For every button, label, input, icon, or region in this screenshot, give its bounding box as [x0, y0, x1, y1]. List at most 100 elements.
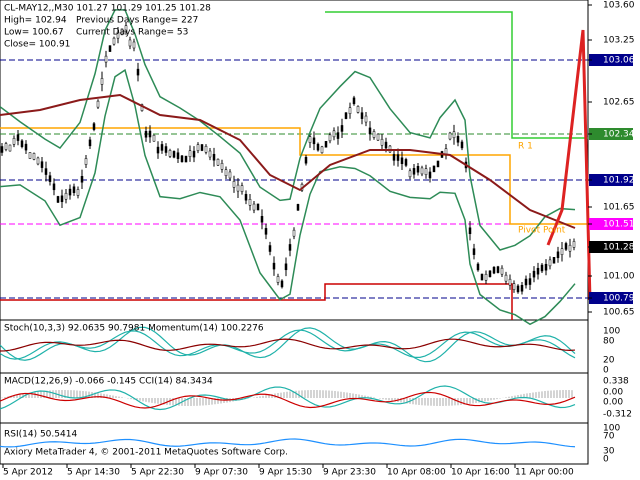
candle-body — [176, 152, 180, 159]
candle-body — [152, 134, 156, 142]
candle-body — [212, 153, 216, 161]
candle-body — [124, 25, 128, 32]
cci — [0, 385, 576, 411]
candle-body — [340, 125, 344, 132]
price-tag — [589, 241, 633, 253]
candle-body — [208, 150, 212, 158]
r1-line — [325, 11, 588, 139]
candle-body — [40, 161, 44, 168]
stoch-signal — [0, 329, 576, 360]
header-high: High= 102.94 — [4, 16, 67, 26]
candle-body — [352, 97, 356, 105]
panel-tick-label: 0.00 — [603, 398, 623, 408]
rsi-label: RSI(14) 50.5414 — [4, 430, 77, 440]
candle-body — [168, 150, 172, 157]
candle-body — [428, 171, 432, 179]
candle-body — [336, 132, 340, 139]
candle-body — [28, 152, 32, 159]
candle-body — [128, 39, 132, 47]
candle-body — [0, 146, 4, 153]
moving-average — [0, 93, 576, 229]
candle-body — [148, 130, 152, 138]
candle-body — [52, 183, 56, 191]
candle-body — [360, 112, 364, 119]
panel-tick-label: 100 — [603, 327, 620, 337]
candle-body — [100, 78, 104, 85]
candle-body — [236, 184, 240, 192]
candle-body — [112, 37, 116, 45]
candle-body — [164, 146, 168, 153]
momentum — [0, 338, 576, 352]
candle-body — [188, 150, 192, 157]
candle-body — [356, 106, 360, 113]
candle-body — [144, 131, 148, 138]
s1-line — [0, 283, 513, 320]
price-label: 101.65 — [603, 203, 635, 213]
candle-body — [192, 150, 196, 158]
candle-body — [32, 153, 36, 160]
candle-body — [184, 155, 188, 163]
candle-body — [92, 123, 96, 130]
time-label: 9 Apr 07:30 — [195, 468, 248, 478]
candle-body — [560, 248, 564, 255]
candle-body — [548, 259, 552, 267]
candle-body — [276, 276, 280, 283]
candle-body — [524, 278, 528, 286]
price-label: 100.65 — [603, 308, 635, 318]
candle-body — [180, 155, 184, 163]
candle-body — [432, 165, 436, 173]
candle-body — [512, 283, 516, 290]
candle-body — [556, 251, 560, 259]
candle-body — [408, 170, 412, 178]
panel-tick-label: 0.00 — [603, 388, 623, 398]
candle-body — [256, 203, 260, 211]
candle-body — [240, 185, 244, 192]
candle-body — [500, 267, 504, 275]
candle-body — [448, 132, 452, 140]
candle-body — [44, 168, 48, 175]
candle-body — [216, 158, 220, 166]
header-prev-range: Previous Days Range= 227 — [76, 16, 198, 26]
price-label: 101.92 — [603, 176, 635, 186]
panel-tick-label: 100 — [603, 424, 620, 434]
candle-body — [220, 163, 224, 170]
candle-body — [24, 143, 28, 151]
candle-body — [456, 136, 460, 143]
candle-body — [308, 136, 312, 143]
candle-body — [156, 146, 160, 154]
candle-body — [88, 139, 92, 147]
candle-body — [344, 112, 348, 119]
candle-body — [60, 195, 64, 203]
candle-body — [264, 228, 268, 235]
candle-body — [244, 193, 248, 201]
candle-body — [248, 199, 252, 206]
candle-body — [452, 131, 456, 139]
candle-body — [404, 159, 408, 166]
candle-body — [64, 192, 68, 200]
price-tag — [589, 128, 633, 140]
price-label: 103.06 — [603, 56, 635, 66]
candle-body — [304, 156, 308, 164]
candle-body — [412, 168, 416, 175]
candle-body — [520, 285, 524, 292]
candle-body — [480, 273, 484, 281]
price-label: 101.51 — [603, 220, 635, 230]
candle-body — [120, 28, 124, 36]
candle-body — [280, 280, 284, 288]
macd-signal — [0, 391, 576, 409]
candle-body — [136, 68, 140, 76]
projection — [546, 29, 592, 301]
candle-body — [84, 158, 88, 165]
panel-tick-label: 70 — [603, 432, 615, 442]
candle-body — [376, 133, 380, 141]
time-label: 10 Apr 16:00 — [451, 468, 510, 478]
candle-body — [328, 134, 332, 142]
price-label: 103.25 — [603, 36, 635, 46]
candle-body — [424, 168, 428, 175]
candle-body — [416, 166, 420, 173]
candle-body — [564, 243, 568, 250]
candle-body — [572, 241, 576, 248]
candle-body — [232, 181, 236, 188]
candle-body — [268, 245, 272, 252]
